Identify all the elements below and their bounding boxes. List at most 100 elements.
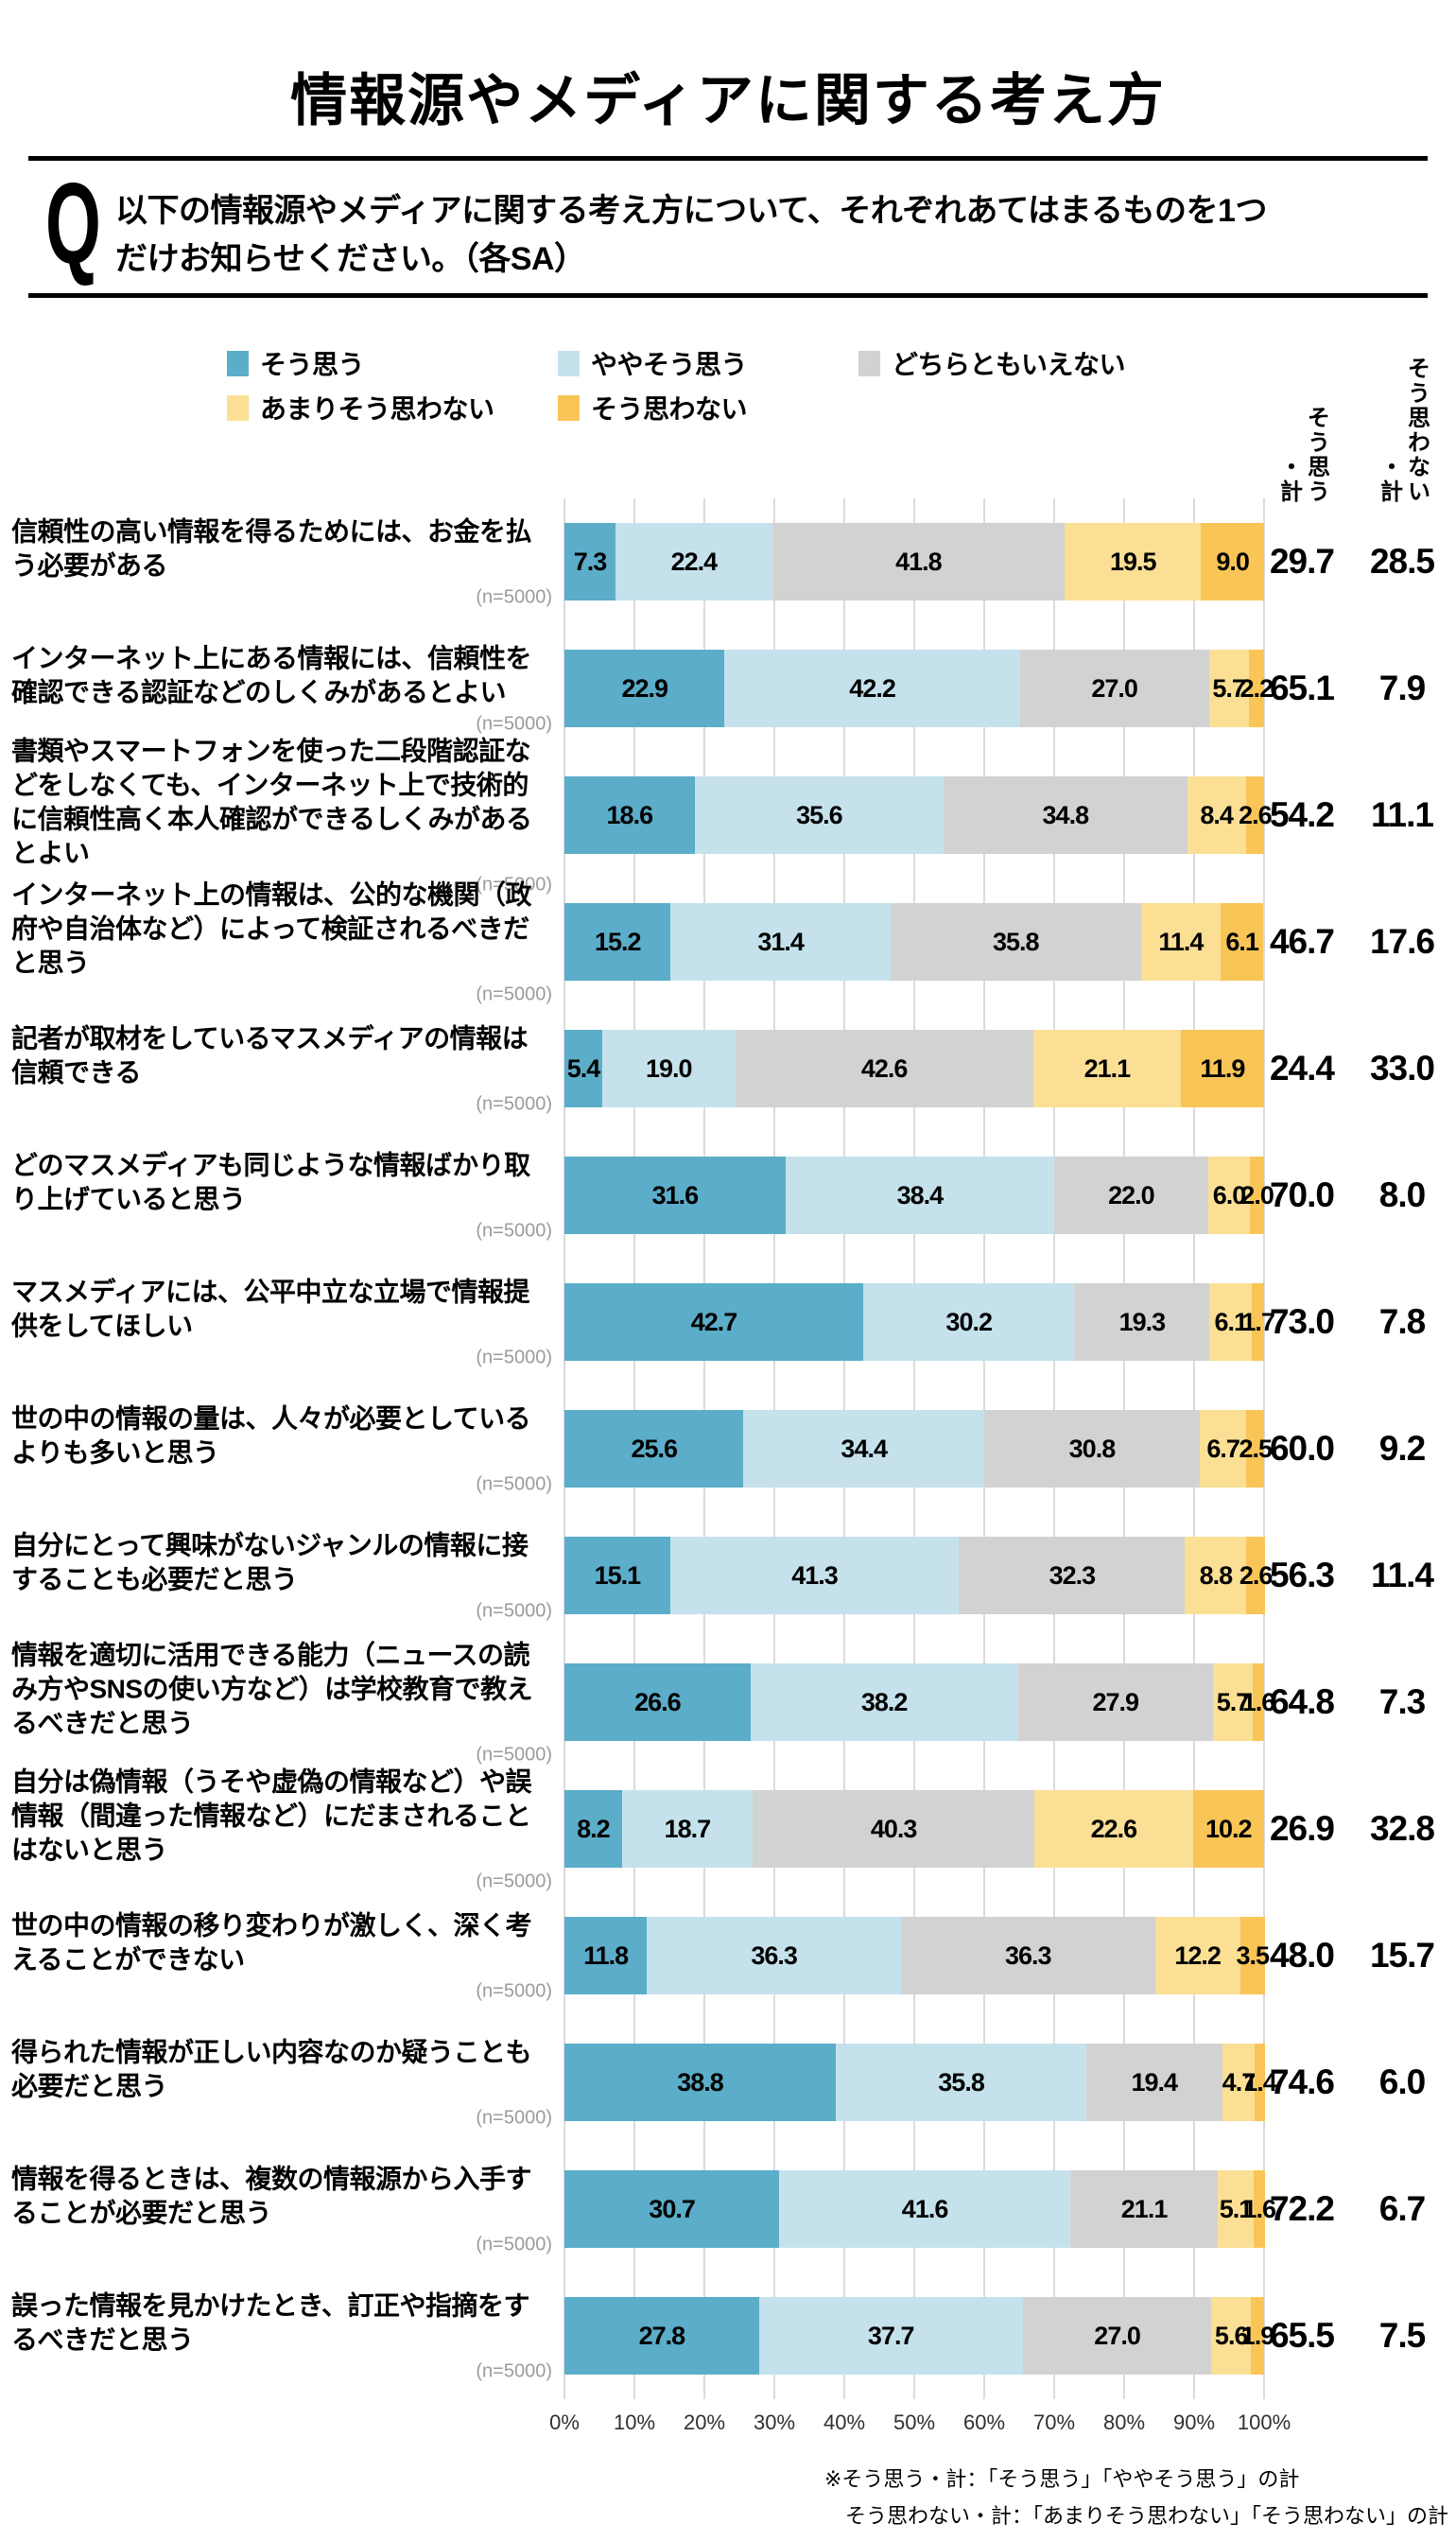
row-label-block: 誤った情報を見かけたとき、訂正や指摘をするべきだと思う (n=5000) (11, 2289, 552, 2383)
axis-tick-label: 50% (893, 2410, 936, 2434)
bar-segment-2: 37.7 (758, 2297, 1023, 2375)
agree-total-value: 48.0 (1269, 1936, 1335, 1975)
bar-segment-1: 7.3 (564, 523, 616, 600)
bar-segment-4: 4.7 (1222, 2044, 1256, 2121)
segment-value: 11.9 (1200, 1053, 1245, 1083)
legend-label: そう思わない (591, 394, 748, 424)
row-sample-size: (n=5000) (476, 1347, 552, 1368)
bar-segment-1: 5.4 (564, 1030, 602, 1107)
row-bar: 11.8 36.3 36.3 12.2 3.5 (564, 1917, 1270, 1994)
segment-value: 5.7 (1216, 1687, 1251, 1716)
segment-value: 1.6 (1242, 2194, 1277, 2223)
agree-total-column-header: ・計 そう思う (1260, 312, 1343, 504)
row-label: 世の中の情報の量は、人々が必要としているよりも多いと思う (11, 1403, 531, 1468)
disagree-total-value: 17.6 (1369, 922, 1435, 961)
bar-segment-1: 15.2 (564, 903, 671, 981)
segment-value: 42.7 (690, 1307, 738, 1336)
disagree-total-value: 6.7 (1378, 2189, 1426, 2228)
legend-item-disagree: そう思わない (558, 392, 748, 424)
segment-value: 35.6 (796, 800, 843, 829)
row-bar: 8.2 18.7 40.3 22.6 10.2 (564, 1790, 1264, 1868)
segment-value: 31.4 (757, 927, 805, 956)
segment-value: 4.7 (1222, 2067, 1257, 2097)
bar-segment-2: 41.3 (669, 1537, 960, 1614)
segment-value: 27.0 (1091, 673, 1138, 703)
segment-value: 6.7 (1206, 1434, 1240, 1463)
chart-row: 自分にとって興味がないジャンルの情報に接することも必要だと思う (n=5000)… (0, 1512, 1456, 1639)
row-label-block: インターネット上の情報は、公的な機関（政府や自治体など）によって検証されるべきだ… (11, 879, 552, 1006)
segment-value: 25.6 (631, 1434, 678, 1463)
bar-segment-3: 32.3 (959, 1537, 1186, 1614)
segment-value: 27.9 (1092, 1687, 1139, 1716)
chart-row: 書類やスマートフォンを使った二段階認証などをしなくても、インターネット上で技術的… (0, 737, 1456, 896)
row-bar: 7.3 22.4 41.8 19.5 9.0 (564, 523, 1264, 600)
agree-total-value: 65.5 (1269, 2316, 1335, 2355)
chart-row: インターネット上にある情報には、信頼性を確認できる認証などのしくみがあるとよい … (0, 625, 1456, 752)
chart-row: どのマスメディアも同じような情報ばかり取り上げていると思う (n=5000) 3… (0, 1132, 1456, 1259)
legend-label: あまりそう思わない (260, 394, 494, 424)
chart-row: マスメディアには、公平中立な立場で情報提供をしてほしい (n=5000) 42.… (0, 1259, 1456, 1385)
question-text: 以下の情報源やメディアに関する考え方について、それぞれあてはまるものを1つ だけ… (115, 187, 1430, 284)
agree-total-value: 65.1 (1269, 669, 1335, 707)
segment-value: 7.3 (573, 547, 608, 576)
bar-segment-3: 40.3 (753, 1790, 1035, 1868)
segment-value: 36.3 (751, 1941, 798, 1970)
bar-segment-2: 19.0 (601, 1030, 736, 1107)
row-label-block: 得られた情報が正しい内容なのか疑うことも必要だと思う (n=5000) (11, 2036, 552, 2130)
axis-tick-label: 60% (962, 2410, 1006, 2434)
segment-value: 18.7 (664, 1814, 712, 1843)
agree-total-value: 29.7 (1269, 542, 1335, 581)
bar-segment-1: 31.6 (564, 1157, 786, 1234)
segment-value: 41.8 (895, 547, 943, 576)
segment-value: 6.0 (1212, 1180, 1247, 1210)
disagree-total-column-header: ・計 そう思わない (1361, 312, 1444, 504)
axis-tick-label: 90% (1172, 2410, 1216, 2434)
disagree-total-value: 15.7 (1369, 1936, 1435, 1975)
segment-value: 2.6 (1239, 1560, 1274, 1590)
bar-segment-3: 27.0 (1019, 650, 1209, 727)
bar-segment-4: 19.5 (1065, 523, 1202, 600)
agree-total-value: 70.0 (1269, 1175, 1335, 1214)
row-bar: 38.8 35.8 19.4 4.7 1.4 (564, 2044, 1277, 2121)
bar-segment-5: 2.6 (1239, 776, 1273, 854)
segment-value: 15.2 (594, 927, 642, 956)
bar-segment-5: 1.7 (1241, 1283, 1275, 1361)
bar-segment-3: 19.3 (1074, 1283, 1210, 1361)
segment-value: 19.5 (1109, 547, 1157, 576)
bar-segment-1: 26.6 (564, 1663, 751, 1741)
agree-total-value: 56.3 (1269, 1556, 1335, 1594)
agree-total-value: 73.0 (1269, 1302, 1335, 1341)
segment-value: 9.0 (1216, 547, 1250, 576)
row-sample-size: (n=5000) (476, 874, 552, 896)
row-sample-size: (n=5000) (476, 1093, 552, 1115)
bar-segment-2: 41.6 (779, 2170, 1070, 2248)
bar-segment-4: 5.7 (1208, 650, 1249, 727)
row-sample-size: (n=5000) (476, 586, 552, 608)
bar-segment-5: 11.9 (1180, 1030, 1264, 1107)
row-sample-size: (n=5000) (476, 713, 552, 735)
bar-segment-3: 34.8 (944, 776, 1187, 854)
footnote: ※そう思う・計：「そう思う」「ややそう思う」の計 そう思わない・計：「あまりそう… (824, 2461, 1448, 2534)
row-bar: 31.6 38.4 22.0 6.0 2.0 (564, 1157, 1274, 1234)
row-label: 得られた情報が正しい内容なのか疑うことも必要だと思う (11, 2037, 532, 2101)
chart-row: 情報を適切に活用できる能力（ニュースの読み方やSNSの使い方など）は学校教育で教… (0, 1639, 1456, 1766)
legend-item-neutral: どちらともいえない (858, 348, 1125, 379)
agree-total-value: 54.2 (1269, 795, 1335, 834)
disagree-total-value: 11.1 (1371, 795, 1434, 834)
bar-segment-1: 25.6 (564, 1410, 744, 1488)
bar-segment-4: 8.8 (1185, 1537, 1247, 1614)
segment-value: 35.8 (938, 2067, 985, 2097)
segment-value: 19.0 (645, 1053, 693, 1083)
segment-value: 22.6 (1090, 1814, 1138, 1843)
bar-segment-4: 8.4 (1187, 776, 1246, 854)
bar-segment-2: 34.4 (743, 1410, 984, 1488)
segment-value: 11.8 (583, 1941, 629, 1970)
row-label-block: 記者が取材をしているマスメディアの情報は信頼できる (n=5000) (11, 1022, 552, 1116)
segment-value: 8.8 (1199, 1560, 1234, 1590)
chart-row: インターネット上の情報は、公的な機関（政府や自治体など）によって検証されるべきだ… (0, 879, 1456, 1005)
page-title: 情報源やメディアに関する考え方 (290, 69, 1166, 133)
chart-row: 信頼性の高い情報を得るためには、お金を払う必要がある (n=5000) 7.3 2… (0, 498, 1456, 625)
row-label-block: 自分は偽情報（うそや虚偽の情報など）や誤情報（間違った情報など）にだまされること… (11, 1766, 552, 1893)
bar-segment-1: 8.2 (564, 1790, 622, 1868)
